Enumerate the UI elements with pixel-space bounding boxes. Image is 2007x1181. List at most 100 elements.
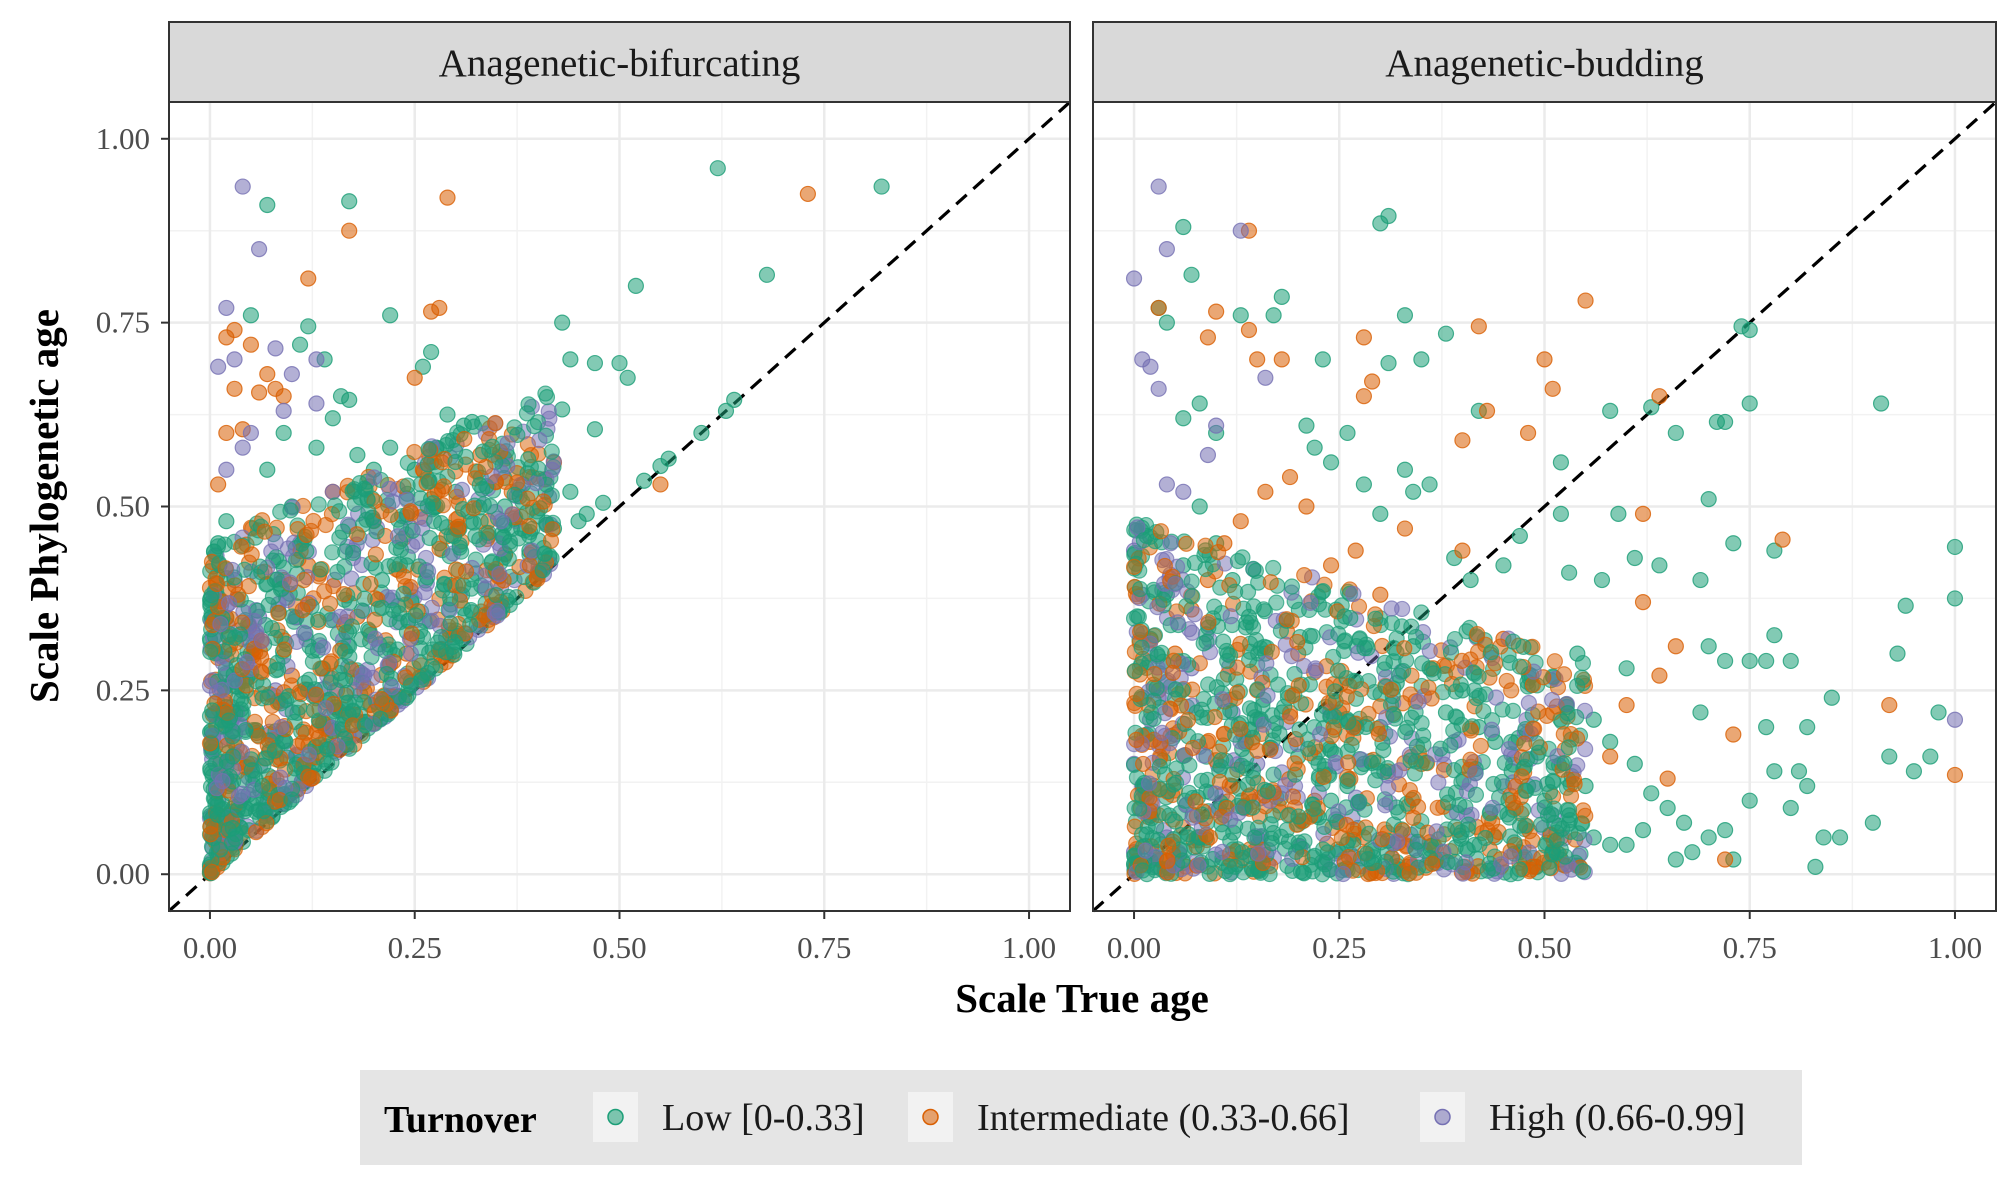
scatter-point bbox=[543, 443, 560, 460]
scatter-point bbox=[1574, 654, 1592, 672]
y-tick-label: 0.00 bbox=[96, 856, 150, 891]
scatter-point bbox=[1420, 679, 1437, 696]
scatter-point bbox=[1536, 351, 1553, 368]
scatter-point bbox=[392, 541, 410, 558]
scatter-point bbox=[1268, 594, 1285, 611]
scatter-point bbox=[1518, 782, 1535, 799]
scatter-point bbox=[1519, 424, 1537, 442]
scatter-point bbox=[1164, 664, 1181, 681]
scatter-point bbox=[229, 801, 246, 818]
scatter-point bbox=[1302, 594, 1319, 611]
scatter-point bbox=[275, 388, 292, 405]
scatter-point bbox=[1150, 380, 1167, 397]
scatter-point bbox=[1372, 505, 1389, 522]
scatter-point bbox=[1385, 707, 1403, 724]
scatter-point bbox=[1459, 821, 1476, 838]
panel-anagenetic-budding: Anagenetic-budding bbox=[1091, 21, 1998, 913]
scatter-point bbox=[226, 351, 243, 368]
scatter-point bbox=[1128, 685, 1145, 702]
scatter-point bbox=[1347, 673, 1364, 690]
scatter-point bbox=[1421, 476, 1438, 493]
scatter-point bbox=[1226, 858, 1244, 875]
scatter-point bbox=[1407, 753, 1425, 770]
scatter-point bbox=[1807, 858, 1824, 875]
scatter-point bbox=[1342, 609, 1359, 627]
scatter-point bbox=[1339, 772, 1356, 790]
scatter-point bbox=[442, 615, 459, 632]
scatter-point bbox=[1503, 682, 1520, 699]
scatter-point bbox=[312, 561, 329, 578]
scatter-point bbox=[423, 343, 440, 361]
scatter-point bbox=[1700, 638, 1717, 655]
scatter-point bbox=[1560, 739, 1577, 756]
scatter-point bbox=[474, 443, 492, 460]
scatter-point bbox=[1634, 821, 1652, 839]
scatter-point bbox=[474, 480, 491, 498]
scatter-point bbox=[1782, 652, 1799, 670]
scatter-point bbox=[1229, 684, 1246, 701]
scatter-point bbox=[1290, 677, 1307, 694]
scatter-point bbox=[455, 577, 472, 594]
scatter-point bbox=[1232, 307, 1249, 324]
scatter-point bbox=[1447, 853, 1464, 870]
scatter-point bbox=[1131, 623, 1149, 640]
scatter-point bbox=[1329, 662, 1346, 679]
scatter-point bbox=[1364, 373, 1381, 390]
scatter-point bbox=[1741, 321, 1758, 339]
scatter-point bbox=[1651, 667, 1668, 684]
scatter-point bbox=[1425, 665, 1442, 682]
scatter-point bbox=[1295, 865, 1313, 882]
scatter-point bbox=[1501, 809, 1518, 826]
scatter-point bbox=[1281, 468, 1299, 486]
scatter-point bbox=[308, 439, 325, 456]
scatter-point bbox=[269, 661, 287, 678]
scatter-point bbox=[1183, 266, 1200, 283]
scatter-point bbox=[1167, 813, 1184, 830]
scatter-point bbox=[456, 430, 473, 448]
scatter-point bbox=[1131, 580, 1149, 598]
scatter-point bbox=[1725, 535, 1742, 552]
scatter-point bbox=[562, 483, 579, 500]
identity-reference-line bbox=[167, 100, 1072, 913]
scatter-point bbox=[1214, 691, 1231, 708]
scatter-point bbox=[1135, 755, 1152, 773]
y-tick-label: 0.25 bbox=[96, 672, 150, 707]
scatter-point bbox=[1823, 689, 1840, 706]
scatter-point bbox=[1477, 829, 1494, 847]
scatter-point bbox=[242, 336, 260, 353]
scatter-point bbox=[1511, 658, 1528, 675]
scatter-point bbox=[433, 514, 450, 532]
scatter-point bbox=[259, 689, 276, 706]
scatter-point bbox=[1544, 691, 1561, 709]
scatter-point bbox=[1200, 614, 1217, 631]
scatter-point bbox=[1367, 610, 1384, 627]
scatter-point bbox=[389, 528, 407, 545]
scatter-point bbox=[1397, 723, 1414, 741]
scatter-point bbox=[1289, 633, 1306, 651]
scatter-point bbox=[1692, 571, 1709, 589]
scatter-point bbox=[1322, 454, 1340, 471]
scatter-point bbox=[1141, 775, 1158, 792]
scatter-point bbox=[1175, 410, 1192, 427]
scatter-point bbox=[259, 196, 276, 214]
scatter-point bbox=[202, 818, 219, 835]
scatter-point bbox=[367, 630, 384, 647]
scatter-point bbox=[1430, 774, 1447, 791]
scatter-point bbox=[1643, 399, 1660, 416]
scatter-point bbox=[218, 329, 235, 346]
scatter-point bbox=[693, 424, 710, 442]
scatter-point bbox=[218, 461, 235, 478]
scatter-point bbox=[1278, 611, 1295, 628]
scatter-point bbox=[1554, 820, 1571, 837]
scatter-point bbox=[652, 476, 669, 493]
scatter-point bbox=[421, 529, 438, 547]
x-axis-panel-1: 0.00 0.25 0.50 0.75 1.00 bbox=[183, 911, 1056, 965]
scatter-point bbox=[231, 626, 249, 643]
scatter-point bbox=[530, 460, 547, 477]
scatter-point bbox=[275, 424, 292, 442]
scatter-point bbox=[1265, 559, 1282, 577]
scatter-point bbox=[1265, 766, 1282, 783]
scatter-point bbox=[450, 518, 467, 535]
scatter-point bbox=[381, 480, 398, 498]
scatter-point bbox=[1573, 669, 1590, 686]
